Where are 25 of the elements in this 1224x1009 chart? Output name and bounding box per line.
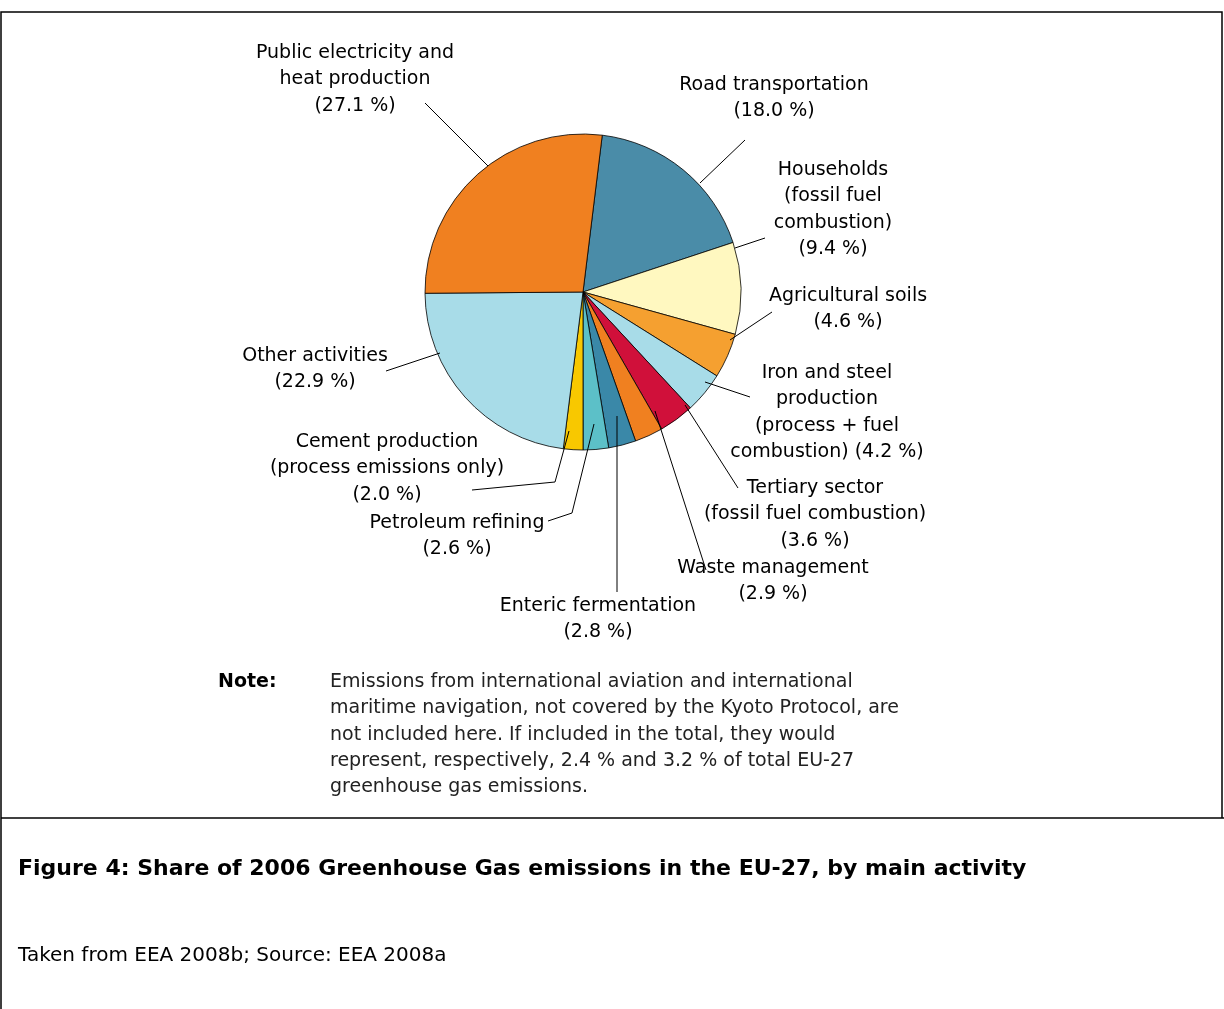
data-label: (2.6 %): [422, 536, 492, 559]
slice-label: Tertiary sector (fossil fuel combustion): [703, 475, 927, 524]
data-label: (2.9 %): [738, 581, 808, 604]
slice-label: Road transportation: [679, 72, 869, 94]
data-label: (18.0 %): [733, 98, 815, 121]
text: Figure 4: Share of 2006 Greenhouse Gas emissions in the EU-27, by main activity: [18, 855, 1027, 880]
data-label: (2.0 %): [352, 481, 422, 504]
data-label: (2.8 %): [563, 619, 633, 642]
data-label: (4.6 %): [813, 309, 883, 332]
data-label: (3.6 %): [780, 527, 850, 550]
slice-label: Iron and steel production (process + fuel combustion) (4.2 %): [730, 360, 924, 461]
slice-label: Public electricity and heat production: [255, 40, 455, 89]
text: Taken from EEA 2008b; Source: EEA 2008a: [17, 942, 447, 966]
slice-label: Other activities: [242, 343, 388, 365]
data-label: (22.9 %): [274, 369, 356, 392]
slice-label: Petroleum refining: [369, 510, 545, 532]
slice-label: Households (fossil fuel combustion): [773, 157, 893, 232]
slice-label: Waste management: [677, 555, 869, 577]
slice-label: Enteric fermentation: [499, 593, 697, 615]
data-label: (27.1 %): [314, 92, 396, 115]
slice-label: Agricultural soils: [768, 283, 928, 305]
data-label: (9.4 %): [798, 235, 868, 258]
text: Note:: [218, 669, 277, 691]
text: Emissions from international aviation and international maritime navigation, not covered by the Kyoto Protocol, are not included here. If included in the total, they would represent, respectively, 2.4 % and 3.2 % of total EU-27 greenhouse gas emissions.: [330, 669, 899, 797]
slice-label: Cement production (process emissions only): [269, 429, 505, 478]
